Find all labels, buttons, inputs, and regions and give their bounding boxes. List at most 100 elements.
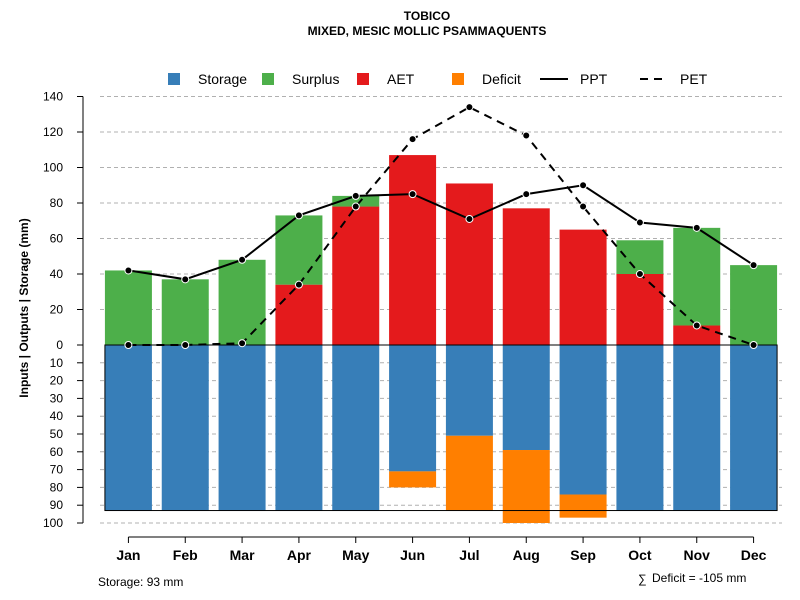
x-tick-label: Nov bbox=[684, 547, 711, 563]
y-tick-label: 40 bbox=[50, 409, 64, 423]
storage-bar bbox=[559, 345, 607, 495]
ppt-line bbox=[128, 184, 755, 281]
x-tick-label: Jan bbox=[116, 547, 140, 563]
surplus-bar bbox=[104, 270, 152, 345]
pet-point bbox=[238, 339, 247, 348]
aet-bar bbox=[389, 155, 437, 345]
x-tick-label: Sep bbox=[570, 547, 596, 563]
y-tick-label: 70 bbox=[50, 463, 64, 477]
y-tick-label: 120 bbox=[43, 125, 63, 139]
pet-point bbox=[408, 135, 417, 144]
legend-swatch bbox=[452, 73, 464, 85]
storage-bar bbox=[673, 345, 721, 511]
legend-label: AET bbox=[387, 71, 415, 87]
aet-bar bbox=[616, 274, 664, 345]
y-tick-label: 60 bbox=[50, 232, 64, 246]
y-tick-label: 60 bbox=[50, 445, 64, 459]
storage-bar bbox=[616, 345, 664, 511]
y-tick-label: 50 bbox=[50, 427, 64, 441]
legend-label: Surplus bbox=[292, 71, 339, 87]
y-tick-label: 100 bbox=[43, 161, 63, 175]
storage-bar bbox=[275, 345, 323, 511]
pet-point bbox=[124, 341, 133, 349]
legend-swatch bbox=[262, 73, 274, 85]
y-tick-label: 80 bbox=[50, 480, 64, 494]
pet-point bbox=[181, 341, 190, 349]
y-tick-label: 30 bbox=[50, 391, 64, 405]
pet-point bbox=[579, 202, 588, 211]
storage-bar bbox=[332, 345, 380, 511]
legend-label: Storage bbox=[198, 71, 247, 87]
x-tick-label: Jul bbox=[459, 547, 479, 563]
y-tick-label: 40 bbox=[50, 267, 64, 281]
x-tick-label: Dec bbox=[741, 547, 767, 563]
x-tick-label: May bbox=[342, 547, 369, 563]
legend-swatch bbox=[357, 73, 369, 85]
sum-icon: ∑ bbox=[638, 572, 647, 586]
storage-bar bbox=[502, 345, 550, 451]
y-tick-label: 20 bbox=[50, 374, 64, 388]
surplus-bar bbox=[673, 227, 721, 326]
legend-label: PPT bbox=[580, 71, 608, 87]
surplus-bar bbox=[332, 195, 380, 207]
x-tick-label: Aug bbox=[513, 547, 540, 563]
ppt-point bbox=[124, 266, 133, 275]
surplus-bar bbox=[275, 215, 323, 285]
y-tick-label: 20 bbox=[50, 303, 64, 317]
ppt-point bbox=[579, 181, 588, 190]
storage-bar bbox=[218, 345, 266, 511]
y-tick-label: 100 bbox=[43, 516, 63, 530]
y-tick-label: 140 bbox=[43, 90, 63, 104]
ppt-point bbox=[692, 223, 701, 232]
ppt-point bbox=[181, 275, 190, 284]
surplus-bar bbox=[730, 265, 778, 345]
aet-bar bbox=[502, 208, 550, 345]
bars bbox=[104, 155, 778, 523]
ppt-point bbox=[408, 190, 417, 199]
pet-point bbox=[692, 321, 701, 330]
aet-bar bbox=[332, 206, 380, 345]
x-tick-label: Mar bbox=[230, 547, 255, 563]
ppt-point bbox=[351, 191, 360, 200]
deficit-bar bbox=[502, 450, 550, 523]
legend-label: PET bbox=[680, 71, 708, 87]
chart-title: TOBICO bbox=[404, 9, 450, 23]
y-tick-label: 10 bbox=[50, 356, 64, 370]
storage-bar bbox=[389, 345, 437, 472]
storage-bar bbox=[730, 345, 778, 511]
aet-bar bbox=[275, 284, 323, 345]
deficit-bar bbox=[445, 435, 493, 511]
pet-point bbox=[294, 280, 303, 289]
y-axis-label: Inputs | Outputs | Storage (mm) bbox=[17, 218, 31, 397]
series-lines bbox=[124, 103, 758, 349]
y-tick-label: 0 bbox=[56, 338, 63, 352]
x-tick-label: Apr bbox=[287, 547, 312, 563]
ppt-point bbox=[749, 261, 758, 270]
surplus-bar bbox=[218, 259, 266, 345]
chart-subtitle: MIXED, MESIC MOLLIC PSAMMAQUENTS bbox=[308, 24, 547, 38]
storage-bar bbox=[104, 345, 152, 511]
axes: 140 120 100 80 60 40 20 0 10 20 30 40 50 60 70 80 90 100 J… bbox=[43, 90, 767, 564]
ppt-point bbox=[294, 211, 303, 220]
gridlines bbox=[100, 96, 782, 524]
aet-bar bbox=[445, 183, 493, 345]
storage-note: Storage: 93 mm bbox=[98, 575, 183, 589]
deficit-bar bbox=[389, 471, 437, 488]
legend-label: Deficit bbox=[482, 71, 521, 87]
pet-point bbox=[749, 341, 758, 349]
pet-point bbox=[522, 131, 531, 140]
legend: Storage Surplus AET Deficit PPT PET bbox=[168, 71, 708, 87]
storage-bar bbox=[445, 345, 493, 436]
y-tick-label: 90 bbox=[50, 498, 64, 512]
pet-point bbox=[465, 103, 474, 112]
ppt-point bbox=[635, 218, 644, 227]
x-tick-label: Jun bbox=[400, 547, 425, 563]
y-tick-label: 80 bbox=[50, 196, 64, 210]
aet-bar bbox=[559, 229, 607, 345]
ppt-point bbox=[238, 255, 247, 264]
deficit-note: Deficit = -105 mm bbox=[652, 571, 746, 585]
surplus-bar bbox=[161, 279, 209, 345]
pet-point bbox=[351, 202, 360, 211]
pet-point bbox=[635, 270, 644, 278]
